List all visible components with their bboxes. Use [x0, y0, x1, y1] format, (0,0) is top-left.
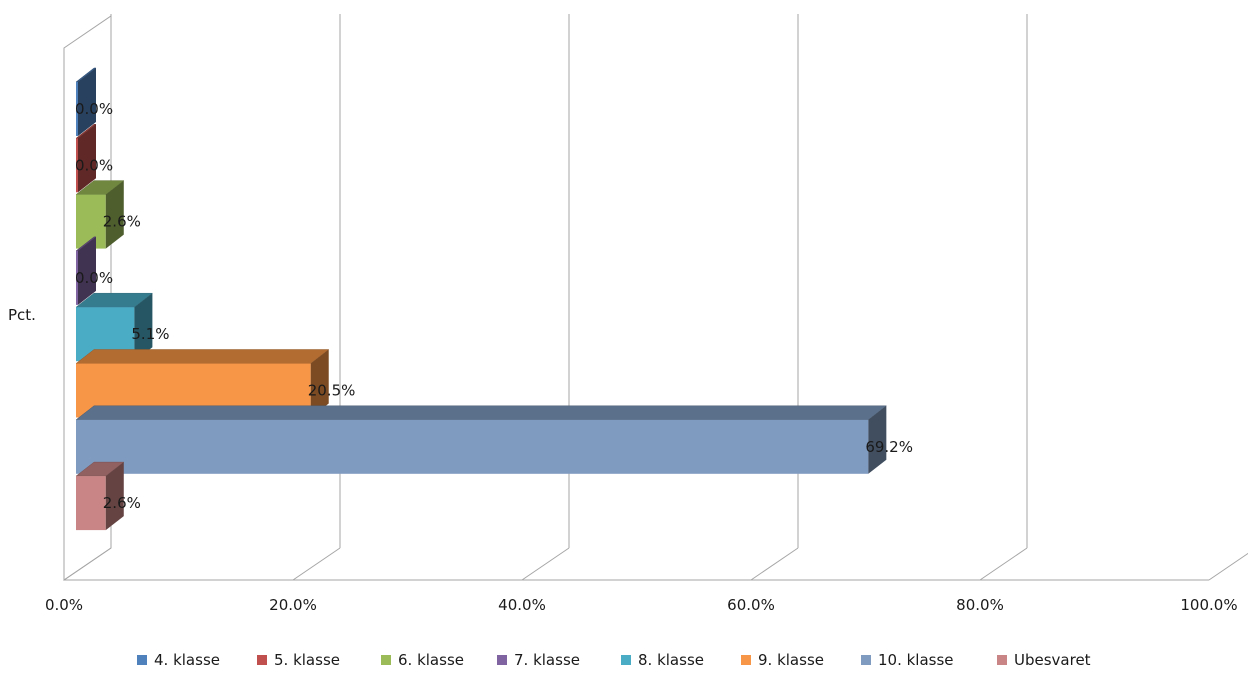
bar: [75, 124, 97, 193]
data-label: 0.0%: [75, 269, 113, 287]
legend-label: Ubesvaret: [1014, 651, 1091, 669]
legend-swatch: [621, 655, 631, 665]
data-label: 2.6%: [103, 213, 141, 231]
legend-label: 5. klasse: [274, 651, 340, 669]
x-tick-label: 40.0%: [498, 596, 546, 614]
x-axis-ticks: 0.0% 20.0% 40.0% 60.0% 80.0% 100.0%: [45, 596, 1238, 614]
data-label: 0.0%: [75, 156, 113, 174]
grid-lines: [63, 14, 1248, 581]
legend-label: 4. klasse: [154, 651, 220, 669]
data-label: 20.5%: [308, 382, 356, 400]
data-label: 5.1%: [131, 325, 169, 343]
floor-gridline: [979, 547, 1028, 581]
bar: [75, 236, 97, 305]
bar-top: [75, 405, 888, 421]
bar-front: [76, 419, 869, 474]
legend-swatch: [861, 655, 871, 665]
legend-item: 9. klasse: [741, 651, 824, 669]
legend-label: 6. klasse: [398, 651, 464, 669]
floor-gridline: [63, 547, 112, 581]
legend-label: 8. klasse: [638, 651, 704, 669]
x-tick-label: 20.0%: [269, 596, 317, 614]
bar: [75, 67, 97, 136]
legend-swatch: [137, 655, 147, 665]
legend-item: 6. klasse: [381, 651, 464, 669]
bar-front: [76, 476, 106, 531]
legend-item: 7. klasse: [497, 651, 580, 669]
bars: [75, 67, 888, 531]
bar-side: [78, 124, 96, 193]
legend-item: Ubesvaret: [997, 651, 1091, 669]
data-label: 2.6%: [103, 494, 141, 512]
data-label: 69.2%: [865, 438, 913, 456]
legend-item: 8. klasse: [621, 651, 704, 669]
data-labels: 0.0% 0.0% 2.6% 0.0% 5.1% 20.5% 69.2% 2.6%: [75, 100, 913, 512]
bar: [75, 461, 125, 531]
legend-item: 5. klasse: [257, 651, 340, 669]
x-tick-label: 100.0%: [1180, 596, 1237, 614]
legend-swatch: [741, 655, 751, 665]
bar-side: [78, 68, 96, 136]
x-tick-label: 60.0%: [727, 596, 775, 614]
y-axis-categories: Pct.: [8, 306, 36, 324]
bar-side: [105, 462, 124, 531]
data-label: 0.0%: [75, 100, 113, 118]
bar-side: [105, 180, 124, 249]
bar-top: [75, 349, 330, 364]
legend-swatch: [381, 655, 391, 665]
floor-gridline: [292, 547, 341, 581]
legend-item: 10. klasse: [861, 651, 954, 669]
bar-front: [76, 82, 78, 136]
legend-label: 9. klasse: [758, 651, 824, 669]
floor-gridline: [1208, 552, 1248, 581]
legend: 4. klasse 5. klasse 6. klasse 7. klasse 8. k…: [137, 651, 1091, 669]
x-tick-label: 0.0%: [45, 596, 83, 614]
legend-label: 7. klasse: [514, 651, 580, 669]
bar-front: [76, 250, 78, 305]
floor-gridline: [750, 547, 799, 581]
legend-swatch: [497, 655, 507, 665]
bar-side: [78, 236, 96, 305]
legend-label: 10. klasse: [878, 651, 954, 669]
bar-side: [868, 405, 887, 474]
bar: [75, 405, 888, 474]
legend-swatch: [997, 655, 1007, 665]
floor-gridline: [521, 547, 570, 581]
legend-swatch: [257, 655, 267, 665]
x-tick-label: 80.0%: [956, 596, 1004, 614]
bar-side: [310, 349, 329, 418]
y-category-label: Pct.: [8, 306, 36, 324]
bar-side: [134, 293, 153, 362]
bar-front: [76, 138, 78, 193]
legend-item: 4. klasse: [137, 651, 220, 669]
chart-walls: [63, 15, 1209, 581]
